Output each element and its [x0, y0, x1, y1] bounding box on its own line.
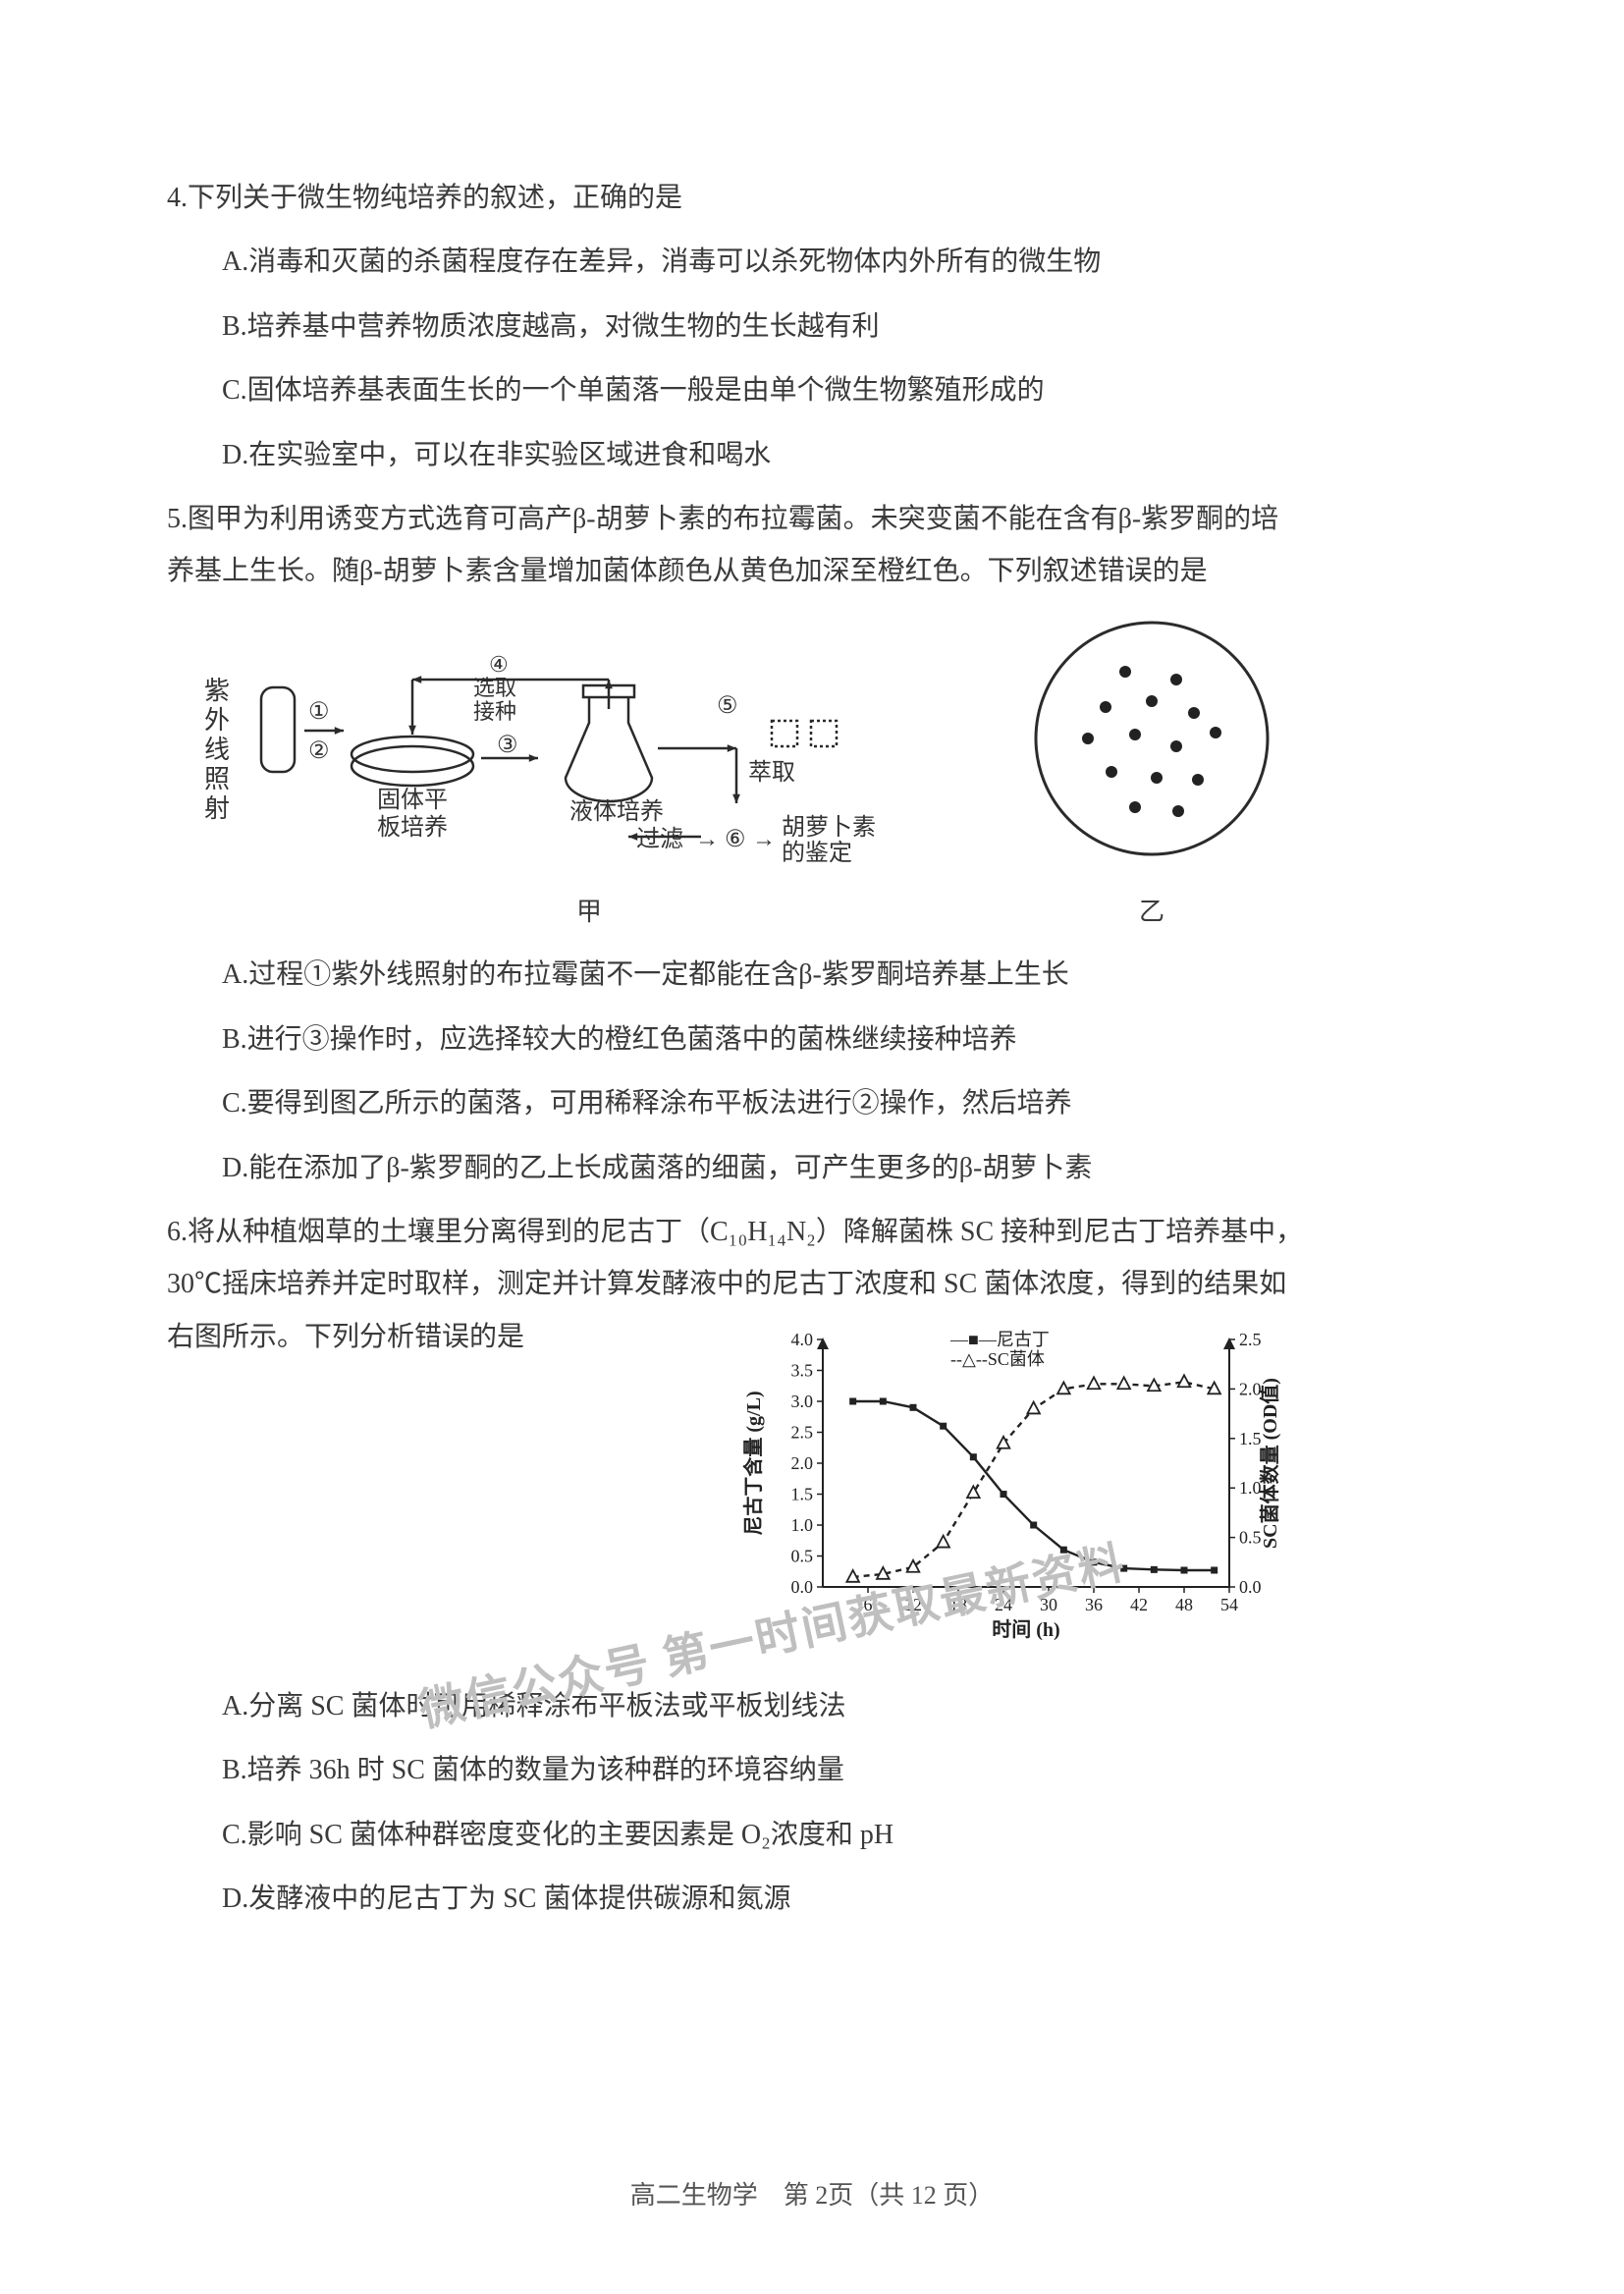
footer-subject: 高二生物学: [630, 2181, 758, 2210]
q5-options-block: 微信公众号 第一时间获取最新资料 A.过程①紫外线照射的布拉霉菌不一定都能在含β…: [167, 954, 1457, 1189]
svg-text:2.5: 2.5: [1239, 1330, 1262, 1349]
svg-text:尼古丁含量 (g/L): 尼古丁含量 (g/L): [741, 1391, 765, 1535]
q6-chart: 0.0 0.5 1.0 1.5 2.0 2.5 3.0 3.5 4.0 0.0 0.5 1.0 1.5 2…: [738, 1320, 1288, 1654]
svg-text:①: ①: [308, 699, 330, 725]
q6-option-b: B.培养 36h 时 SC 菌体的数量为该种群的环境容纳量: [167, 1749, 1457, 1791]
q5-figure-row: 紫外线照射①②固体平板培养③液体培养④选取接种⑤萃取过滤→⑥→胡萝卜素的鉴定 甲…: [167, 611, 1457, 933]
svg-text:④: ④: [489, 652, 509, 677]
svg-text:42: 42: [1130, 1595, 1148, 1614]
svg-text:1.0: 1.0: [791, 1515, 814, 1535]
q4-option-c: C.固体培养基表面生长的一个单菌落一般是由单个微生物繁殖形成的: [167, 369, 1457, 411]
svg-text:⑤: ⑤: [717, 693, 738, 719]
footer-total: 12: [911, 2181, 937, 2210]
q5-option-b: B.进行③操作时，应选择较大的橙红色菌落中的菌株继续接种培养: [167, 1018, 1457, 1061]
svg-text:36: 36: [1085, 1595, 1103, 1614]
q5-figure-left: 紫外线照射①②固体平板培养③液体培养④选取接种⑤萃取过滤→⑥→胡萝卜素的鉴定 甲: [187, 650, 992, 933]
svg-text:0.0: 0.0: [791, 1577, 814, 1597]
svg-text:萃取: 萃取: [748, 759, 795, 786]
q6-stem-line1: 6.将从种植烟草的土壤里分离得到的尼古丁（C₁₀H₁₄N₂）降解菌株 SC 接种…: [167, 1211, 1457, 1253]
q4-option-a: A.消毒和灭菌的杀菌程度存在差异，消毒可以杀死物体内外所有的微生物: [167, 241, 1457, 283]
svg-text:3.0: 3.0: [791, 1392, 814, 1411]
svg-text:2.5: 2.5: [791, 1422, 814, 1442]
svg-text:③: ③: [497, 733, 518, 758]
svg-text:54: 54: [1220, 1595, 1238, 1614]
q5-figure-right: 乙 "高考早知道": [1019, 611, 1284, 933]
svg-text:接种: 接种: [473, 699, 516, 724]
svg-text:—■—尼古丁: —■—尼古丁: [949, 1330, 1050, 1349]
q5-colony-plate: [1019, 611, 1284, 876]
svg-text:照: 照: [204, 765, 230, 793]
q5-caption-left: 甲: [187, 893, 992, 932]
svg-text:过滤: 过滤: [636, 826, 683, 852]
svg-text:板培养: 板培养: [377, 814, 448, 841]
q5-option-c: C.要得到图乙所示的菌落，可用稀释涂布平板法进行②操作，然后培养: [167, 1082, 1457, 1124]
q5-option-a: A.过程①紫外线照射的布拉霉菌不一定都能在含β-紫罗酮培养基上生长: [167, 954, 1457, 996]
svg-text:3.5: 3.5: [791, 1360, 814, 1380]
q6-option-c: C.影响 SC 菌体种群密度变化的主要因素是 O₂浓度和 pH: [167, 1814, 1457, 1856]
svg-text:紫: 紫: [204, 677, 230, 705]
svg-text:时间 (h): 时间 (h): [992, 1618, 1059, 1641]
svg-text:18: 18: [949, 1595, 967, 1614]
svg-text:24: 24: [995, 1595, 1012, 1614]
svg-text:0.5: 0.5: [1239, 1527, 1262, 1547]
footer-mid: 页（共: [828, 2181, 911, 2210]
svg-text:射: 射: [204, 794, 230, 823]
content-area: 4.下列关于微生物纯培养的叙述，正确的是 A.消毒和灭菌的杀菌程度存在差异，消毒…: [167, 167, 1457, 2176]
svg-text:外: 外: [204, 706, 230, 735]
svg-text:→: →: [752, 827, 776, 852]
svg-text:线: 线: [204, 736, 230, 764]
q4-stem: 4.下列关于微生物纯培养的叙述，正确的是: [167, 177, 1457, 219]
svg-text:的鉴定: 的鉴定: [782, 840, 852, 866]
svg-text:⑥: ⑥: [725, 827, 746, 852]
page-footer: 高二生物学 第 2页（共 12 页）: [0, 2176, 1624, 2215]
svg-text:胡萝卜素: 胡萝卜素: [782, 814, 876, 841]
svg-text:0.0: 0.0: [1239, 1577, 1262, 1597]
svg-text:2.0: 2.0: [791, 1453, 814, 1473]
footer-pageno: 2: [815, 2181, 828, 2210]
svg-text:4.0: 4.0: [791, 1330, 814, 1349]
svg-text:1.0: 1.0: [1239, 1478, 1262, 1498]
svg-text:6: 6: [864, 1595, 873, 1614]
svg-text:1.5: 1.5: [1239, 1429, 1262, 1448]
q6-stem-line3: 右图所示。下列分析错误的是: [167, 1316, 569, 1358]
svg-text:固体平: 固体平: [377, 787, 448, 813]
q5-stem-line1: 5.图甲为利用诱变方式选育可高产β-胡萝卜素的布拉霉菌。未突变菌不能在含有β-紫…: [167, 498, 1457, 540]
svg-text:→: →: [695, 827, 719, 852]
q6-chart-wrap: 0.0 0.5 1.0 1.5 2.0 2.5 3.0 3.5 4.0 0.0 0.5 1.0 1.5 2…: [569, 1320, 1457, 1654]
q6-stem-line2: 30℃摇床培养并定时取样，测定并计算发酵液中的尼古丁浓度和 SC 菌体浓度，得到…: [167, 1263, 1457, 1305]
q6-stem-chart-row: 右图所示。下列分析错误的是 0.0 0.5 1.0 1.5 2.0 2.5 3.0 3.5 4.…: [167, 1306, 1457, 1664]
q6-option-d: D.发酵液中的尼古丁为 SC 菌体提供碳源和氮源: [167, 1878, 1457, 1920]
svg-text:--△--SC菌体: --△--SC菌体: [950, 1349, 1045, 1369]
svg-text:2.0: 2.0: [1239, 1379, 1262, 1398]
q5-process-diagram: 紫外线照射①②固体平板培养③液体培养④选取接种⑤萃取过滤→⑥→胡萝卜素的鉴定: [187, 650, 992, 876]
svg-text:1.5: 1.5: [791, 1484, 814, 1503]
q5-option-d: D.能在添加了β-紫罗酮的乙上长成菌落的细菌，可产生更多的β-胡萝卜素: [167, 1147, 1457, 1189]
svg-text:0.5: 0.5: [791, 1546, 814, 1565]
q4-option-b: B.培养基中营养物质浓度越高，对微生物的生长越有利: [167, 305, 1457, 348]
footer-prefix: 第: [784, 2181, 816, 2210]
svg-text:12: 12: [904, 1595, 922, 1614]
svg-text:SC菌体数量 (OD值): SC菌体数量 (OD值): [1258, 1378, 1281, 1549]
q4-option-d: D.在实验室中，可以在非实验区域进食和喝水: [167, 434, 1457, 476]
svg-text:30: 30: [1040, 1595, 1057, 1614]
svg-text:液体培养: 液体培养: [569, 798, 664, 825]
footer-suffix: 页）: [937, 2181, 995, 2210]
q5-caption-right: 乙: [1019, 893, 1284, 932]
svg-text:48: 48: [1175, 1595, 1193, 1614]
q6-option-a: A.分离 SC 菌体时可用稀释涂布平板法或平板划线法: [167, 1685, 1457, 1727]
exam-page: 4.下列关于微生物纯培养的叙述，正确的是 A.消毒和灭菌的杀菌程度存在差异，消毒…: [0, 0, 1624, 2294]
svg-text:②: ②: [308, 738, 330, 764]
q5-stem-line2: 养基上生长。随β-胡萝卜素含量增加菌体颜色从黄色加深至橙红色。下列叙述错误的是: [167, 550, 1457, 592]
